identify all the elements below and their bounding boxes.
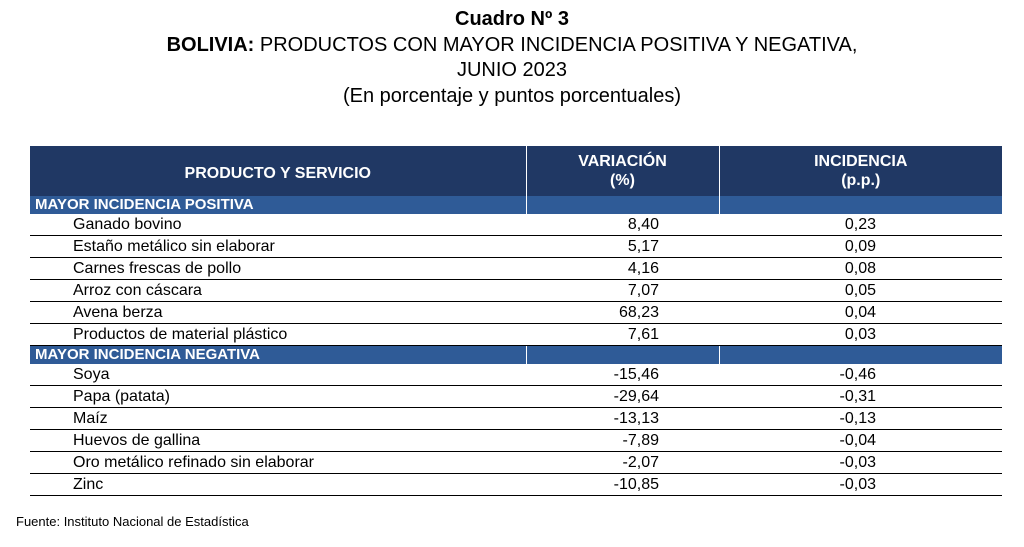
header-variation: VARIACIÓN (%): [526, 146, 720, 196]
header-row: PRODUCTO Y SERVICIO VARIACIÓN (%) INCIDE…: [30, 146, 1002, 196]
table-row: Oro metálico refinado sin elaborar -2,07…: [30, 451, 1002, 474]
title-period: JUNIO 2023: [456, 59, 568, 81]
title-country: BOLIVIA:: [166, 34, 255, 56]
product-name: Soya: [30, 364, 526, 386]
table-row: Maíz -13,13 -0,13: [30, 407, 1002, 430]
product-name: Estaño metálico sin elaborar: [30, 235, 526, 258]
variation-value: 5,17: [526, 235, 719, 258]
source-note: Fuente: Instituto Nacional de Estadístic…: [16, 514, 249, 529]
product-name: Oro metálico refinado sin elaborar: [30, 451, 526, 474]
variation-value: 7,61: [526, 323, 719, 346]
header-variation-unit: (%): [610, 172, 635, 189]
title-units: (En porcentaje y puntos porcentuales): [343, 85, 681, 107]
incidence-value: -0,04: [719, 429, 1002, 452]
variation-value: -10,85: [526, 473, 719, 496]
variation-value: -15,46: [526, 364, 719, 386]
table-row: Soya -15,46 -0,46: [30, 364, 1002, 386]
section-negative-label: MAYOR INCIDENCIA NEGATIVA: [30, 345, 527, 364]
table-number: Cuadro Nº 3: [455, 8, 569, 30]
incidence-value: 0,23: [719, 214, 1002, 236]
header-incidence-label: INCIDENCIA: [814, 153, 908, 170]
table-row: Papa (patata) -29,64 -0,31: [30, 385, 1002, 408]
table-row: Estaño metálico sin elaborar 5,17 0,09: [30, 235, 1002, 258]
incidence-value: 0,03: [719, 323, 1002, 346]
variation-value: 7,07: [526, 279, 719, 302]
variation-value: 68,23: [526, 301, 719, 324]
table-row: Arroz con cáscara 7,07 0,05: [30, 279, 1002, 302]
table-row: Ganado bovino 8,40 0,23: [30, 214, 1002, 236]
product-name: Productos de material plástico: [30, 323, 526, 346]
header-incidence-unit: (p.p.): [841, 172, 881, 189]
product-name: Avena berza: [30, 301, 526, 324]
header-incidence: INCIDENCIA (p.p.): [719, 146, 1002, 196]
title-text: PRODUCTOS CON MAYOR INCIDENCIA POSITIVA …: [254, 34, 858, 56]
variation-value: -13,13: [526, 407, 719, 430]
table-row: Carnes frescas de pollo 4,16 0,08: [30, 257, 1002, 280]
incidence-value: -0,03: [719, 451, 1002, 474]
section-positive-label: MAYOR INCIDENCIA POSITIVA: [30, 196, 527, 214]
product-name: Arroz con cáscara: [30, 279, 526, 302]
table-row: Zinc -10,85 -0,03: [30, 473, 1002, 496]
incidence-value: 0,09: [719, 235, 1002, 258]
table-title: BOLIVIA: PRODUCTOS CON MAYOR INCIDENCIA …: [0, 32, 1024, 58]
incidence-value: -0,46: [719, 364, 1002, 386]
variation-value: -29,64: [526, 385, 719, 408]
table-title-block: Cuadro Nº 3 BOLIVIA: PRODUCTOS CON MAYOR…: [0, 6, 1024, 109]
incidence-value: -0,13: [719, 407, 1002, 430]
section-negative: MAYOR INCIDENCIA NEGATIVA: [30, 345, 1002, 364]
variation-value: 4,16: [526, 257, 719, 280]
section-positive: MAYOR INCIDENCIA POSITIVA: [30, 196, 1002, 214]
incidence-value: 0,08: [719, 257, 1002, 280]
incidence-value: -0,03: [719, 473, 1002, 496]
product-name: Carnes frescas de pollo: [30, 257, 526, 280]
product-name: Zinc: [30, 473, 526, 496]
variation-value: 8,40: [526, 214, 719, 236]
variation-value: -7,89: [526, 429, 719, 452]
product-name: Ganado bovino: [30, 214, 526, 236]
table-row: Avena berza 68,23 0,04: [30, 301, 1002, 324]
product-name: Maíz: [30, 407, 526, 430]
incidence-table: PRODUCTO Y SERVICIO VARIACIÓN (%) INCIDE…: [30, 146, 1002, 496]
table-row: Productos de material plástico 7,61 0,03: [30, 323, 1002, 346]
variation-value: -2,07: [526, 451, 719, 474]
incidence-value: -0,31: [719, 385, 1002, 408]
header-product: PRODUCTO Y SERVICIO: [30, 146, 527, 196]
product-name: Papa (patata): [30, 385, 526, 408]
table-row: Huevos de gallina -7,89 -0,04: [30, 429, 1002, 452]
incidence-value: 0,05: [719, 279, 1002, 302]
product-name: Huevos de gallina: [30, 429, 526, 452]
header-variation-label: VARIACIÓN: [578, 153, 667, 170]
incidence-value: 0,04: [719, 301, 1002, 324]
